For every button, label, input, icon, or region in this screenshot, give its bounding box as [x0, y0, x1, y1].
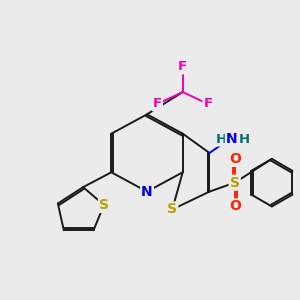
Text: F: F: [203, 98, 212, 110]
Text: O: O: [229, 200, 241, 214]
Text: H: H: [239, 133, 250, 146]
Text: O: O: [229, 152, 241, 166]
Text: S: S: [230, 176, 240, 190]
Text: F: F: [153, 98, 162, 110]
Text: H: H: [216, 133, 227, 146]
Text: F: F: [178, 60, 187, 73]
Text: N: N: [141, 184, 153, 199]
Text: N: N: [226, 132, 238, 146]
Text: S: S: [99, 198, 109, 212]
Text: S: S: [167, 202, 177, 216]
